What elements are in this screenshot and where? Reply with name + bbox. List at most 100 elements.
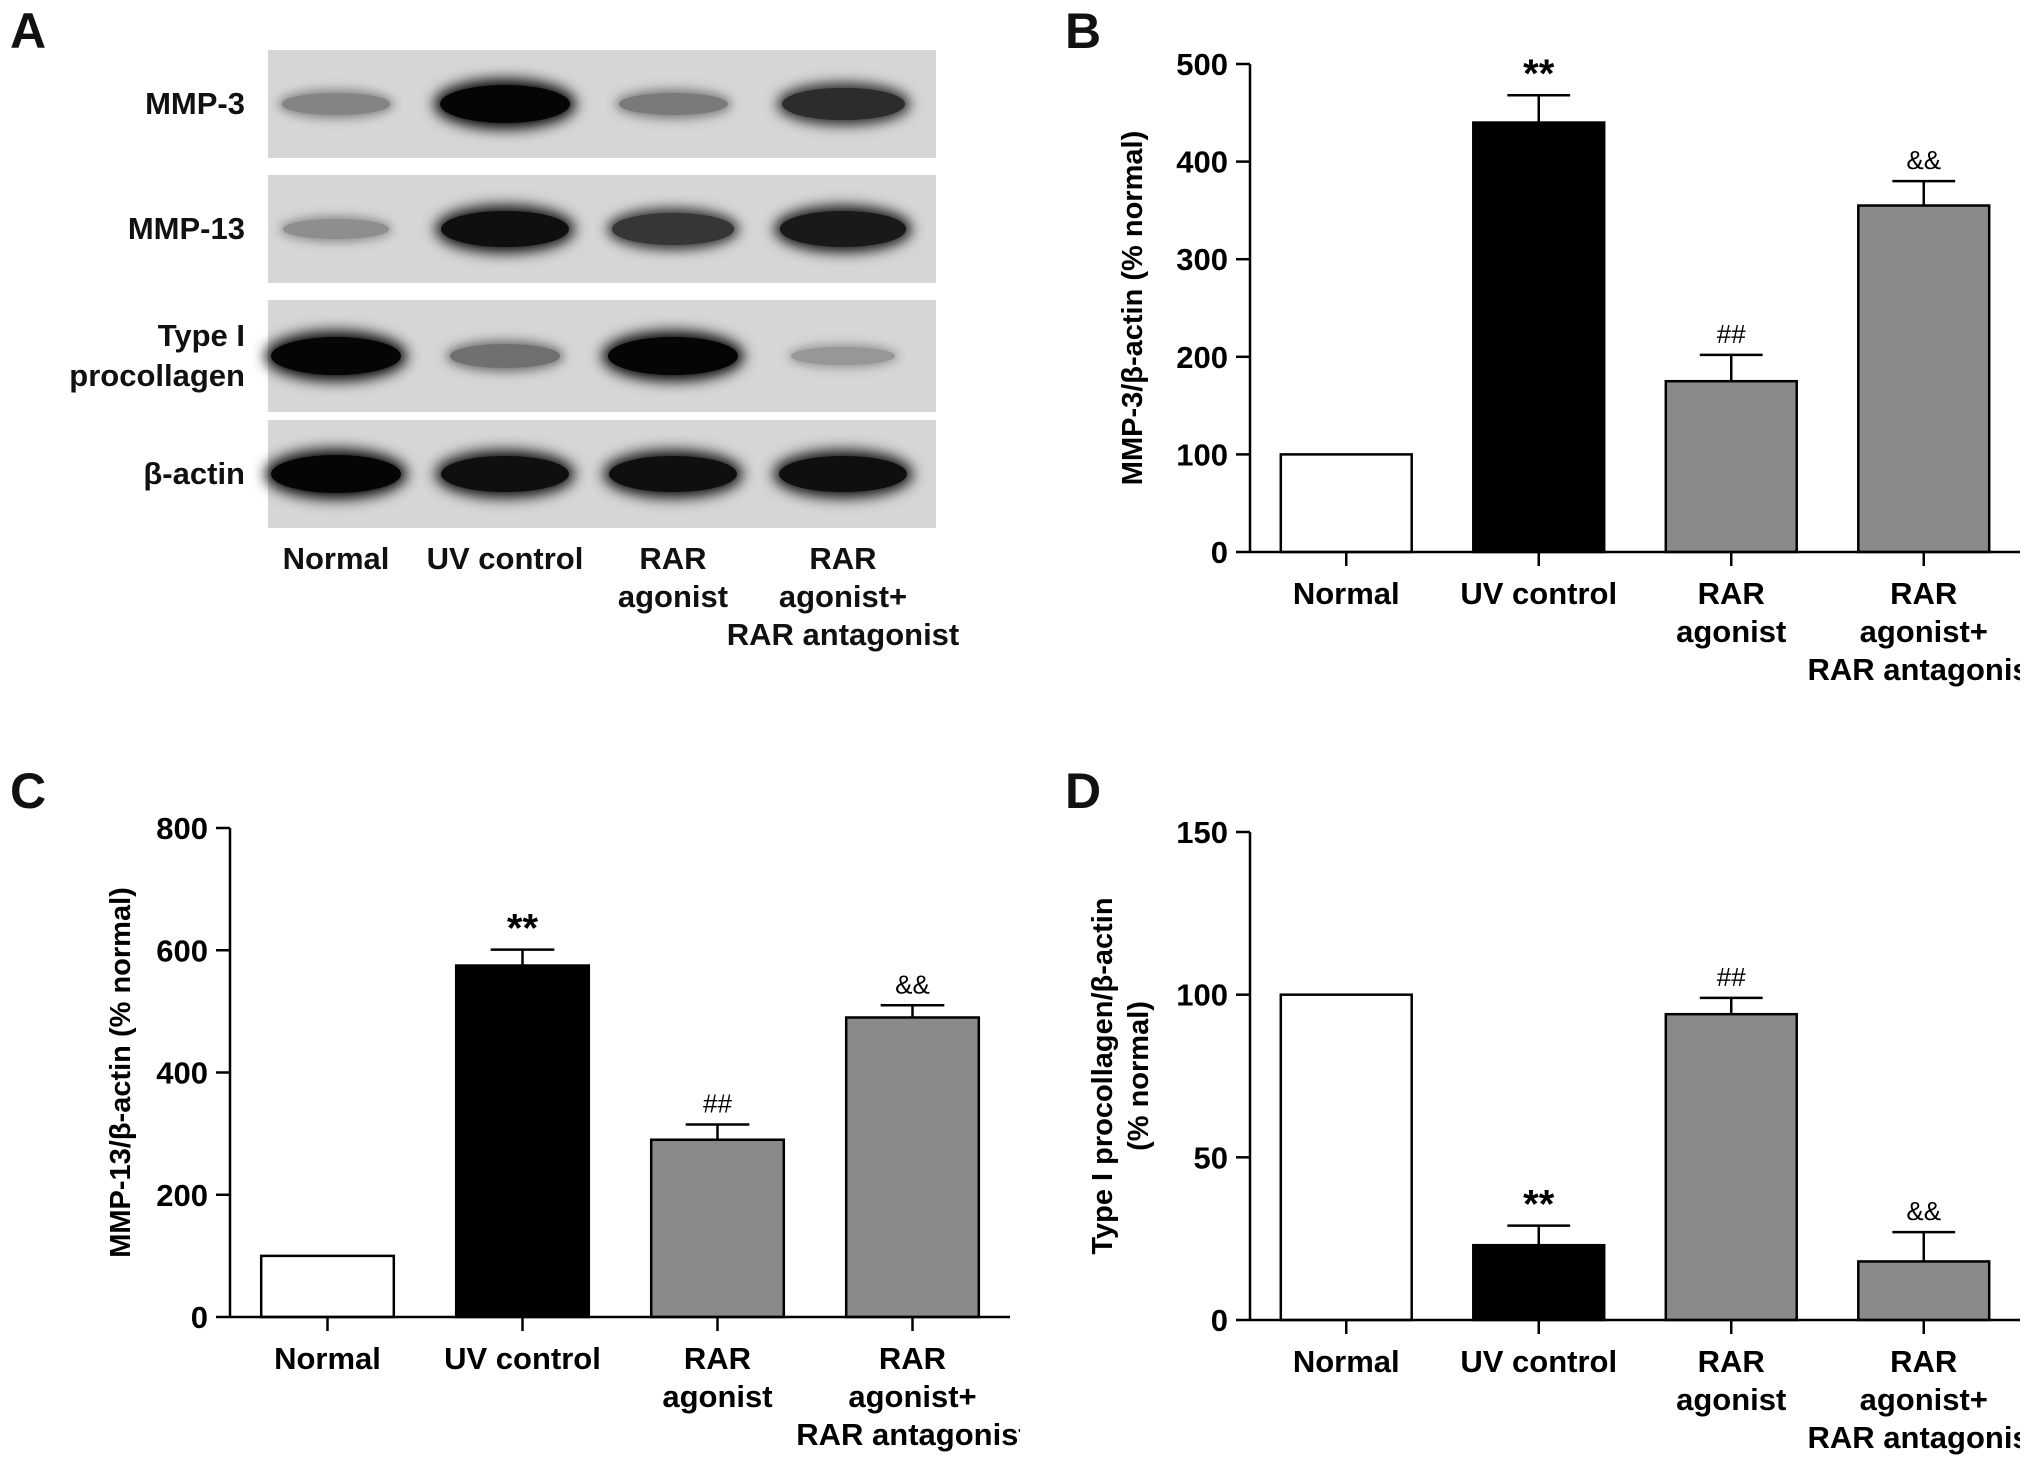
blot-band — [271, 337, 401, 375]
y-tick-label: 0 — [1211, 1303, 1228, 1338]
bar — [1857, 1260, 1991, 1322]
x-tick-label-line: agonist+ — [1860, 1382, 1988, 1417]
panel-letter-d: D — [1065, 763, 1102, 819]
bar — [259, 1254, 396, 1319]
x-tick-label: UV control — [1460, 1344, 1617, 1379]
blot-band — [440, 210, 570, 248]
bar — [1857, 204, 1991, 554]
panel-letter-c: C — [10, 763, 47, 819]
significance-label: && — [1906, 145, 1941, 175]
western-blot-panel: MMP-3 MMP-13 Type I procollagen β-actin Norm… — [0, 0, 1000, 680]
significance-label: ## — [1717, 319, 1746, 349]
panel-letter-a: A — [10, 3, 47, 59]
x-tick-label: RAR agonist+ RAR antagonist — [1808, 576, 2021, 687]
blot-band — [440, 455, 570, 493]
blot-row-label: Type I procollagen — [69, 318, 245, 393]
x-tick-label: RAR agonist — [1676, 576, 1786, 649]
x-tick-label: Normal — [1293, 576, 1400, 611]
y-tick-label: 300 — [1176, 242, 1228, 277]
blot-row-label: β-actin — [143, 456, 245, 491]
x-tick-label-line: agonist — [662, 1379, 772, 1414]
x-tick-label-line: UV control — [1460, 576, 1617, 611]
blot-lane-label: RAR agonist — [617, 541, 729, 614]
blot-band — [781, 87, 905, 121]
significance-label: && — [895, 969, 930, 999]
blot-band — [608, 455, 738, 493]
x-tick-label: RAR agonist+ RAR antagonist — [796, 1341, 1020, 1452]
y-tick-label: 600 — [156, 933, 208, 968]
x-tick-label-line: UV control — [1460, 1344, 1617, 1379]
blot-band — [271, 455, 401, 493]
y-tick-label: 200 — [156, 1178, 208, 1213]
blot-band — [283, 219, 389, 239]
blot-band — [440, 85, 570, 123]
y-tick-label: 400 — [156, 1056, 208, 1091]
blot-band — [612, 213, 734, 245]
blot-band — [779, 211, 907, 247]
bar — [1472, 121, 1606, 554]
y-tick-label: 0 — [191, 1300, 208, 1335]
blot-lane-label: UV control — [426, 541, 584, 576]
x-tick-label: RAR agonist — [1676, 1344, 1786, 1417]
panel-letter-b: B — [1065, 3, 1102, 59]
bar — [454, 964, 591, 1319]
bar — [1664, 379, 1798, 554]
blot-lane-label: RAR agonist+ RAR antagonist — [726, 541, 960, 652]
x-tick-label-line: RAR antagonist — [1808, 652, 2021, 687]
y-axis-label-line: Type I procollagen/β-actin — [1087, 897, 1119, 1254]
chart-mmp13: Normal ** UV control ## RAR agonist && RAR agoni… — [105, 811, 1020, 1452]
blot-band — [449, 344, 561, 368]
significance-label: ** — [507, 907, 539, 951]
x-tick-label-line: RAR — [1890, 576, 1957, 611]
x-tick-label: UV control — [444, 1341, 601, 1376]
x-tick-label-line: UV control — [444, 1341, 601, 1376]
x-tick-label-line: RAR antagonist — [1808, 1420, 2021, 1455]
x-tick-label-line: Normal — [1293, 576, 1400, 611]
x-tick-label-line: RAR — [1698, 576, 1765, 611]
blot-strip — [268, 175, 936, 283]
y-tick-label: 100 — [1176, 437, 1228, 472]
blot-row-label: MMP-3 — [145, 86, 245, 121]
y-axis-label-line: (% normal) — [1123, 1001, 1155, 1151]
blot-band — [791, 346, 895, 366]
significance-label: ** — [1523, 1183, 1555, 1227]
bar — [844, 1016, 981, 1319]
chart-mmp3: Normal**UV control##RAR agonist&&RAR agoni… — [1117, 47, 2021, 687]
y-axis-label-line: MMP-3/β-actin (% normal) — [1117, 131, 1149, 485]
chart-type1-procollagen: Normal**UV control##RAR agonist&&RAR agoni… — [1087, 815, 2021, 1455]
y-axis-label: MMP-13/β-actin (% normal) — [105, 887, 137, 1258]
x-tick-label-line: agonist — [1676, 614, 1786, 649]
x-tick-label-line: agonist+ — [1860, 614, 1988, 649]
significance-label: ** — [1523, 52, 1555, 96]
x-tick-label-line: agonist+ — [848, 1379, 976, 1414]
blot-strip — [268, 50, 936, 158]
x-tick-label: UV control — [1460, 576, 1617, 611]
bar — [1279, 993, 1413, 1322]
y-tick-label: 400 — [1176, 145, 1228, 180]
x-tick-label-line: RAR antagonist — [796, 1417, 1020, 1452]
y-tick-label: 100 — [1176, 978, 1228, 1013]
bar — [1664, 1012, 1798, 1322]
y-axis-label: Type I procollagen/β-actin (% normal) — [1087, 897, 1155, 1254]
y-tick-label: 200 — [1176, 340, 1228, 375]
y-tick-label: 500 — [1176, 47, 1228, 82]
y-tick-label: 0 — [1211, 535, 1228, 570]
bar — [649, 1138, 786, 1319]
blot-strip — [268, 420, 936, 528]
y-tick-label: 800 — [156, 811, 208, 846]
significance-label: ## — [1717, 962, 1746, 992]
bar — [1279, 453, 1413, 554]
blot-row-label: MMP-13 — [127, 211, 245, 246]
x-tick-label-line: RAR — [879, 1341, 946, 1376]
blot-band — [608, 337, 738, 375]
x-tick-label-line: agonist — [1676, 1382, 1786, 1417]
bar — [1472, 1243, 1606, 1322]
y-axis-label: MMP-3/β-actin (% normal) — [1117, 131, 1149, 485]
blot-lane-label: Normal — [282, 541, 390, 576]
significance-label: ## — [703, 1088, 732, 1118]
x-tick-label-line: Normal — [274, 1341, 381, 1376]
x-tick-label: RAR agonist+ RAR antagonist — [1808, 1344, 2021, 1455]
y-axis-label-line: MMP-13/β-actin (% normal) — [105, 887, 137, 1258]
x-tick-label: Normal — [274, 1341, 381, 1376]
blot-band — [778, 455, 908, 493]
